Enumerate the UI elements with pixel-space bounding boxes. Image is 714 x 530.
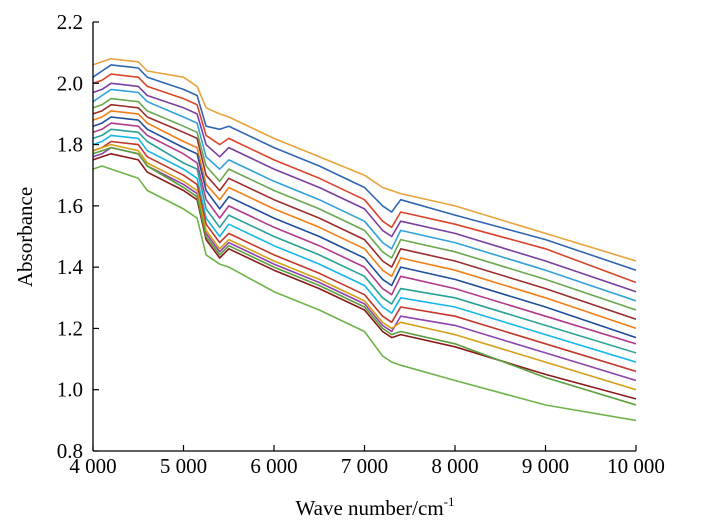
spectrum-line [92,88,637,302]
spectrum-line [92,122,637,345]
y-tick-label: 1.0 [57,378,83,402]
spectrum-line [92,73,637,284]
series-layer [92,58,637,422]
x-tick-label: 5 000 [160,454,207,478]
spectrum-line [92,128,637,354]
spectrum-line [92,64,637,271]
y-tick-label: 2.2 [57,10,83,34]
y-tick-label: 1.8 [57,133,83,157]
spectrum-line [92,110,637,330]
y-tick-label: 0.8 [57,439,83,463]
spectrum-line [92,140,637,373]
y-tick-label: 1.6 [57,194,83,218]
spectrum-line [92,165,637,422]
spectrum-line [92,103,637,320]
x-tick-label: 6 000 [250,454,297,478]
spectrum-line [92,97,637,311]
spectrum-line [92,82,637,293]
y-tick-label: 2.0 [57,71,83,95]
spectrum-line [92,134,637,363]
y-tick-label: 1.4 [57,255,84,279]
x-tick-label: 10 000 [607,454,665,478]
spectrum-line [92,146,637,406]
y-tick-label: 1.2 [57,316,83,340]
x-tick-label: 7 000 [341,454,388,478]
x-axis-title-text: Wave number/cm [295,496,443,520]
y-ticks: 0.8 1.0 1.2 1.4 1.6 1.8 2.0 2.2 [57,10,99,463]
spectrum-line [92,143,637,391]
y-axis-title: Absorbance [13,187,37,287]
x-tick-label: 4 000 [69,454,116,478]
x-axis-title: Wave number/cm-1 [295,494,454,520]
spectrum-line [92,116,637,339]
x-tick-label: 8 000 [431,454,478,478]
spectrum-line [92,153,637,400]
spectrum-line [92,58,637,262]
x-axis-title-superscript: -1 [444,494,455,509]
x-ticks: 4 000 5 000 6 000 7 000 8 000 9 000 10 000 [69,445,665,478]
x-tick-label: 9 000 [522,454,569,478]
